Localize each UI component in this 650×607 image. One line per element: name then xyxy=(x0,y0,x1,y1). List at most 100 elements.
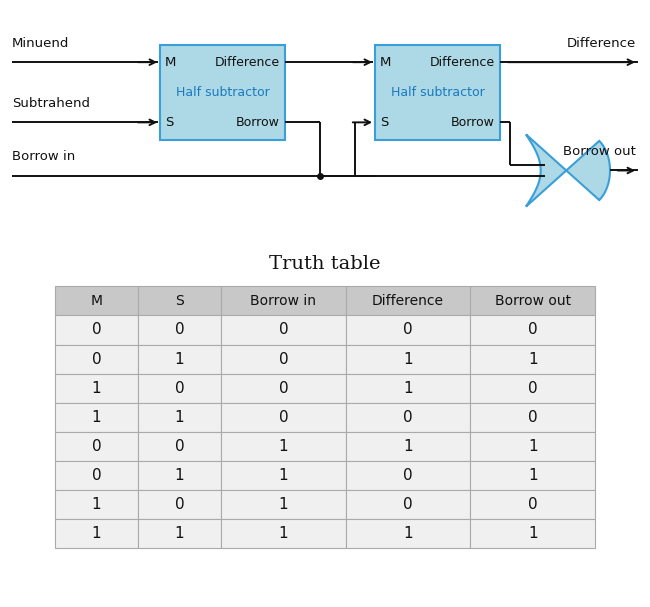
Bar xyxy=(346,461,471,490)
Text: 0: 0 xyxy=(175,322,185,337)
Bar xyxy=(138,402,221,432)
Text: M: M xyxy=(380,56,391,69)
Text: 1: 1 xyxy=(528,468,538,483)
Text: 1: 1 xyxy=(175,351,185,367)
Bar xyxy=(346,345,471,373)
Text: 0: 0 xyxy=(279,410,288,425)
Text: 1: 1 xyxy=(175,410,185,425)
Text: 1: 1 xyxy=(528,439,538,453)
Bar xyxy=(55,490,138,519)
Text: 0: 0 xyxy=(403,497,413,512)
Text: 1: 1 xyxy=(403,526,413,541)
Bar xyxy=(55,373,138,402)
Text: 0: 0 xyxy=(92,322,101,337)
Bar xyxy=(138,490,221,519)
Bar xyxy=(138,316,221,345)
Text: Borrow out: Borrow out xyxy=(563,146,636,158)
Bar xyxy=(471,461,595,490)
Text: Subtrahend: Subtrahend xyxy=(12,97,90,110)
Bar xyxy=(346,490,471,519)
Bar xyxy=(138,461,221,490)
Bar xyxy=(55,432,138,461)
Bar xyxy=(471,287,595,316)
Text: 0: 0 xyxy=(403,322,413,337)
Bar xyxy=(346,432,471,461)
Text: Difference: Difference xyxy=(430,56,495,69)
Text: 1: 1 xyxy=(279,497,288,512)
Text: Borrow out: Borrow out xyxy=(495,294,571,308)
Bar xyxy=(346,519,471,548)
Bar xyxy=(55,402,138,432)
Text: Difference: Difference xyxy=(372,294,444,308)
Bar xyxy=(55,287,138,316)
Bar xyxy=(471,519,595,548)
Text: 0: 0 xyxy=(92,468,101,483)
Text: 0: 0 xyxy=(528,381,538,396)
Bar xyxy=(471,345,595,373)
Text: Borrow: Borrow xyxy=(236,116,280,129)
Bar xyxy=(471,432,595,461)
Text: Borrow in: Borrow in xyxy=(250,294,317,308)
Bar xyxy=(221,316,346,345)
Text: M: M xyxy=(165,56,176,69)
Text: S: S xyxy=(380,116,389,129)
Text: Borrow: Borrow xyxy=(451,116,495,129)
Text: 1: 1 xyxy=(403,351,413,367)
Bar xyxy=(160,45,285,140)
Text: 0: 0 xyxy=(175,381,185,396)
Bar xyxy=(221,432,346,461)
Bar xyxy=(471,402,595,432)
Text: 1: 1 xyxy=(175,526,185,541)
Text: 1: 1 xyxy=(279,439,288,453)
Bar xyxy=(471,373,595,402)
Bar xyxy=(471,490,595,519)
Bar xyxy=(375,45,500,140)
Bar xyxy=(55,461,138,490)
Text: 1: 1 xyxy=(92,497,101,512)
Bar xyxy=(346,402,471,432)
Polygon shape xyxy=(526,134,610,206)
Text: 1: 1 xyxy=(403,439,413,453)
Bar xyxy=(138,432,221,461)
Bar xyxy=(471,316,595,345)
Bar xyxy=(221,461,346,490)
Text: 1: 1 xyxy=(279,468,288,483)
Text: S: S xyxy=(165,116,174,129)
Bar xyxy=(346,316,471,345)
Text: Borrow in: Borrow in xyxy=(12,151,75,163)
Text: 1: 1 xyxy=(279,526,288,541)
Text: 0: 0 xyxy=(279,381,288,396)
Bar xyxy=(221,373,346,402)
Text: 1: 1 xyxy=(175,468,185,483)
Bar xyxy=(138,287,221,316)
Bar xyxy=(55,519,138,548)
Text: 0: 0 xyxy=(92,351,101,367)
Text: 1: 1 xyxy=(403,381,413,396)
Bar xyxy=(346,287,471,316)
Text: 0: 0 xyxy=(403,410,413,425)
Text: 0: 0 xyxy=(92,439,101,453)
Text: Truth table: Truth table xyxy=(269,255,381,273)
Text: 0: 0 xyxy=(403,468,413,483)
Text: 0: 0 xyxy=(175,497,185,512)
Text: 0: 0 xyxy=(175,439,185,453)
Bar xyxy=(221,287,346,316)
Text: Half subtractor: Half subtractor xyxy=(391,86,484,100)
Text: 0: 0 xyxy=(528,497,538,512)
Text: 0: 0 xyxy=(528,322,538,337)
Text: 1: 1 xyxy=(92,526,101,541)
Bar xyxy=(138,345,221,373)
Text: Minuend: Minuend xyxy=(12,37,70,50)
Text: S: S xyxy=(176,294,184,308)
Text: 0: 0 xyxy=(279,351,288,367)
Bar xyxy=(138,373,221,402)
Text: 1: 1 xyxy=(92,381,101,396)
Bar xyxy=(55,345,138,373)
Bar xyxy=(221,490,346,519)
Text: M: M xyxy=(90,294,103,308)
Text: Difference: Difference xyxy=(567,37,636,50)
Text: 1: 1 xyxy=(528,526,538,541)
Text: 1: 1 xyxy=(528,351,538,367)
Text: 1: 1 xyxy=(92,410,101,425)
Bar xyxy=(346,373,471,402)
